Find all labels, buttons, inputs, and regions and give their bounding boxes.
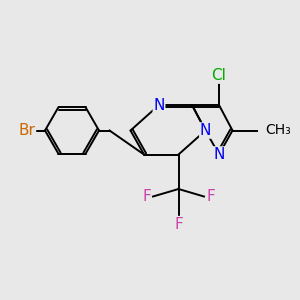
Text: Br: Br bbox=[19, 123, 35, 138]
Text: N: N bbox=[200, 123, 211, 138]
Text: F: F bbox=[206, 189, 215, 204]
Text: CH₃: CH₃ bbox=[265, 124, 291, 137]
Text: F: F bbox=[174, 217, 183, 232]
Text: F: F bbox=[142, 189, 151, 204]
Text: Cl: Cl bbox=[212, 68, 226, 83]
Text: N: N bbox=[153, 98, 165, 112]
Text: N: N bbox=[213, 147, 225, 162]
